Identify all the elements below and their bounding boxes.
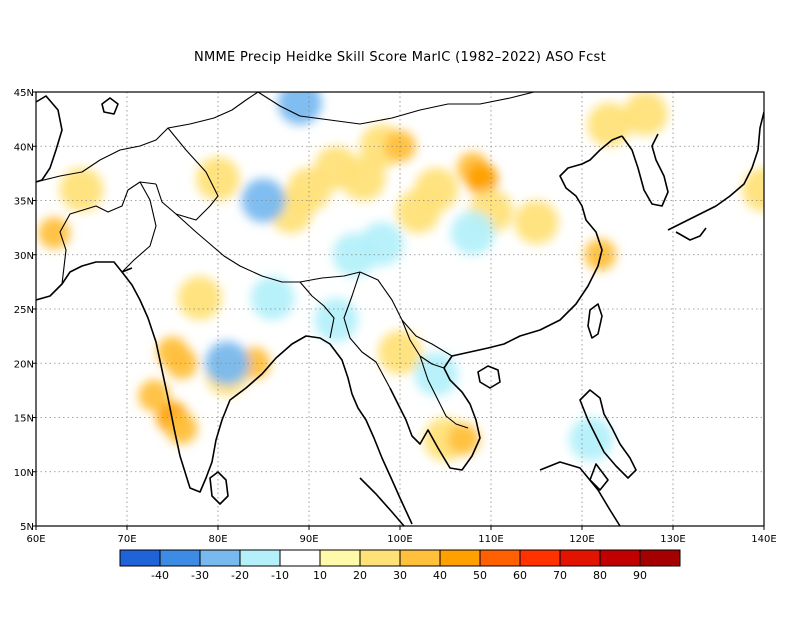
y-tick-label: 25N <box>14 305 34 316</box>
border-bangladesh <box>299 281 335 339</box>
coastline-korea <box>621 133 669 207</box>
skill-cell <box>241 178 286 223</box>
border-mongolia <box>257 92 535 125</box>
colorbar-label: 70 <box>553 569 567 582</box>
y-axis-ticks: 5N 10N 15N 20N 25N 30N 35N 40N 45N <box>14 88 36 533</box>
x-tick-label: 90E <box>299 534 318 545</box>
colorbar-swatch <box>519 549 561 567</box>
x-tick-label: 110E <box>478 534 503 545</box>
colorbar-swatch <box>599 549 641 567</box>
x-tick-label: 80E <box>208 534 227 545</box>
skill-cell <box>138 379 171 412</box>
x-tick-label: 70E <box>117 534 136 545</box>
x-tick-label: 60E <box>26 534 45 545</box>
skill-cell <box>465 162 498 195</box>
colorbar-swatch <box>279 549 321 567</box>
coastline-arabia-persia <box>36 261 133 301</box>
colorbar-label: 10 <box>313 569 327 582</box>
border-central-asia <box>36 92 259 183</box>
colorbar-label: 40 <box>433 569 447 582</box>
skill-cell <box>396 189 441 234</box>
colorbar-label: -10 <box>271 569 289 582</box>
y-tick-label: 40N <box>14 142 34 153</box>
y-tick-label: 5N <box>20 522 34 533</box>
coastline-philippines <box>579 389 637 491</box>
colorbar-swatch <box>159 549 201 567</box>
colorbar-swatch <box>399 549 441 567</box>
x-tick-label: 140E <box>751 534 776 545</box>
skill-cell <box>277 92 322 125</box>
skill-cell <box>341 156 386 201</box>
x-tick-label: 100E <box>387 534 412 545</box>
colorbar-label: 30 <box>393 569 407 582</box>
y-tick-label: 10N <box>14 468 34 479</box>
coastline-india <box>121 271 353 493</box>
y-tick-label: 45N <box>14 88 34 99</box>
coastline-borneo-sumatra <box>359 461 621 526</box>
coastline-taiwan <box>587 303 603 339</box>
colorbar-label: 20 <box>353 569 367 582</box>
colorbar-label: 90 <box>633 569 647 582</box>
y-tick-label: 30N <box>14 251 34 262</box>
border-burma-east <box>343 271 391 389</box>
skill-cell <box>450 211 495 256</box>
colorbar-swatch <box>479 549 521 567</box>
x-tick-label: 120E <box>569 534 594 545</box>
colorbar-swatch <box>359 549 401 567</box>
colorbar-swatch <box>319 549 361 567</box>
country-borders <box>36 92 535 429</box>
border-pakistan-india <box>121 181 157 273</box>
colorbar-swatch <box>439 549 481 567</box>
coastline-hainan <box>477 365 501 389</box>
skill-cell <box>514 200 559 245</box>
y-tick-label: 15N <box>14 414 34 425</box>
skill-cell <box>314 297 359 342</box>
coastline-aral <box>101 97 119 115</box>
skill-cell <box>165 412 198 445</box>
colorbar-swatch <box>559 549 601 567</box>
coastlines <box>36 95 764 526</box>
skill-score-field <box>38 92 764 462</box>
skill-cell <box>250 276 295 321</box>
x-tick-label: 130E <box>660 534 685 545</box>
skill-cell <box>205 341 250 386</box>
x-axis-ticks: 60E 70E 80E 90E 100E 110E 120E 130E 140E <box>26 526 777 545</box>
coastline-japan <box>667 111 764 241</box>
colorbar-label: 80 <box>593 569 607 582</box>
colorbar-label: 50 <box>473 569 487 582</box>
gridlines <box>36 92 764 526</box>
colorbar-swatch <box>199 549 241 567</box>
colorbar-label: -20 <box>231 569 249 582</box>
skill-cell <box>359 221 404 266</box>
colorbar-swatch <box>639 549 681 567</box>
skill-cell <box>59 167 104 212</box>
skill-cell <box>447 423 480 456</box>
skill-cell <box>623 92 668 136</box>
colorbar-label: -30 <box>191 569 209 582</box>
colorbar-swatch <box>239 549 281 567</box>
coastline-sri-lanka <box>209 471 229 505</box>
coastline-burma-thailand <box>351 355 481 525</box>
skill-cell <box>587 102 632 147</box>
border-china-west <box>167 127 219 221</box>
colorbar-label: 60 <box>513 569 527 582</box>
skill-cell <box>38 217 71 250</box>
y-tick-label: 20N <box>14 359 34 370</box>
map-title: NMME Precip Heidke Skill Score MarIC (19… <box>193 50 607 65</box>
y-tick-label: 35N <box>14 197 34 208</box>
border-iran-afghanistan-pakistan <box>59 181 157 285</box>
skill-cell <box>177 276 222 321</box>
border-indochina <box>401 319 469 429</box>
colorbar-swatch <box>119 549 161 567</box>
coastline-china <box>451 135 623 357</box>
skill-cell <box>165 347 198 380</box>
colorbar: -40 -30 -20 -10 10 20 30 40 50 60 70 80 90 <box>119 549 681 582</box>
coastline-caspian <box>36 95 63 183</box>
colorbar-label: -40 <box>151 569 169 582</box>
skill-cell <box>569 417 614 462</box>
